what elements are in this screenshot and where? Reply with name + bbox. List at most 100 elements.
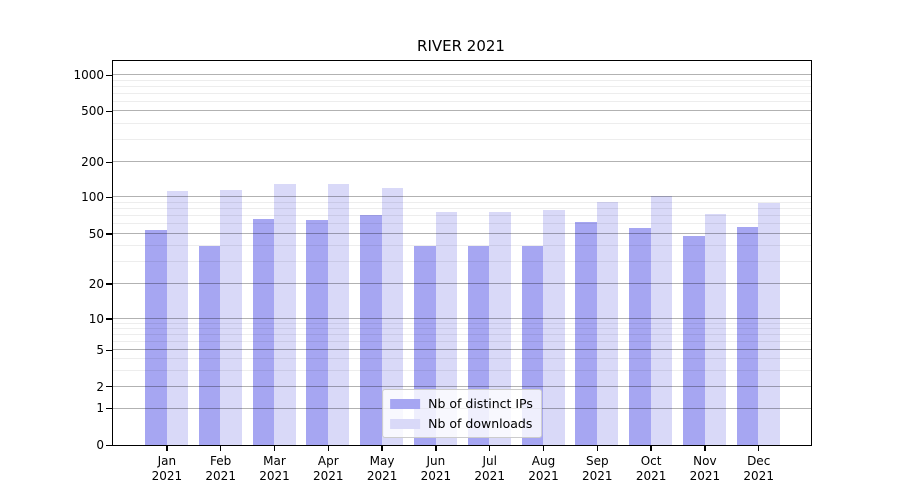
bar-nb-of-downloads-jul-2021 (489, 212, 511, 445)
gridline-minor-40 (113, 245, 811, 247)
x-tick-label-jul-2021: Jul 2021 (474, 454, 505, 483)
x-tick-label-jan-2021: Jan 2021 (151, 454, 183, 483)
bar-nb-of-downloads-may-2021 (381, 187, 404, 445)
x-tick-mark-sep-2021 (596, 446, 598, 451)
x-tick-mark-apr-2021 (327, 446, 329, 451)
x-tick-mark-jun-2021 (435, 446, 437, 451)
gridline-minor-7 (113, 334, 811, 336)
bar-nb-of-downloads-sep-2021 (596, 201, 619, 445)
x-tick-mark-jul-2021 (489, 446, 491, 451)
y-tick-mark-1 (106, 407, 112, 410)
bar-nb-of-distinct-ips-dec-2021 (736, 226, 759, 445)
bar-nb-of-downloads-mar-2021 (274, 183, 296, 445)
x-tick-mark-aug-2021 (542, 446, 545, 451)
gridline-major-200 (113, 161, 811, 163)
x-tick-mark-may-2021 (381, 446, 383, 451)
gridline-major-100 (113, 196, 811, 198)
x-tick-mark-jan-2021 (166, 446, 168, 451)
x-tick-label-oct-2021: Oct 2021 (635, 454, 667, 483)
gridline-major-500 (113, 110, 811, 112)
gridline-minor-80 (113, 208, 811, 210)
gridline-minor-800 (113, 86, 811, 88)
gridline-minor-900 (113, 79, 811, 81)
bar-nb-of-distinct-ips-feb-2021 (198, 245, 221, 445)
y-tick-label-5: 5 (96, 343, 104, 358)
x-tick-mark-nov-2021 (704, 446, 706, 451)
y-tick-label-200: 200 (81, 155, 104, 170)
bar-nb-of-downloads-nov-2021 (704, 214, 726, 445)
gridline-minor-60 (113, 223, 811, 225)
y-tick-mark-5 (106, 349, 112, 351)
legend-label-nb-of-distinct-ips: Nb of distinct IPs (428, 396, 533, 411)
bar-nb-of-distinct-ips-may-2021 (360, 214, 382, 445)
bar-nb-of-distinct-ips-jan-2021 (145, 230, 167, 445)
gridline-major-1000 (113, 74, 811, 76)
gridline-minor-400 (113, 122, 811, 124)
bar-nb-of-distinct-ips-apr-2021 (306, 220, 328, 445)
bar-nb-of-distinct-ips-sep-2021 (575, 222, 597, 445)
y-tick-label-100: 100 (81, 190, 104, 205)
x-tick-mark-mar-2021 (273, 446, 276, 451)
legend: Nb of distinct IPs Nb of downloads (382, 389, 542, 438)
x-tick-label-aug-2021: Aug 2021 (528, 454, 559, 483)
gridline-minor-300 (113, 138, 811, 140)
y-tick-mark-500 (106, 110, 112, 112)
gridline-minor-90 (113, 201, 811, 203)
y-tick-mark-0 (106, 444, 112, 447)
bar-nb-of-downloads-feb-2021 (220, 190, 242, 445)
gridline-major-2 (113, 385, 811, 387)
bar-nb-of-downloads-aug-2021 (543, 209, 565, 445)
legend-swatch-nb-of-distinct-ips (390, 398, 421, 409)
bar-nb-of-distinct-ips-oct-2021 (629, 227, 651, 445)
gridline-minor-70 (113, 215, 811, 217)
legend-row-nb-of-distinct-ips: Nb of distinct IPs (390, 396, 533, 411)
y-tick-label-1: 1 (96, 401, 104, 416)
y-tick-label-1000: 1000 (73, 68, 104, 83)
y-tick-mark-20 (106, 283, 112, 285)
x-tick-mark-feb-2021 (220, 446, 222, 451)
gridline-minor-9 (113, 322, 811, 324)
y-tick-mark-10 (106, 318, 112, 320)
plot-area: Nb of distinct IPs Nb of downloads (112, 60, 812, 446)
chart-title: RIVER 2021 (417, 37, 505, 55)
bar-nb-of-distinct-ips-mar-2021 (252, 218, 275, 445)
x-tick-label-may-2021: May 2021 (366, 454, 398, 483)
y-tick-label-50: 50 (88, 226, 104, 241)
y-tick-label-500: 500 (81, 104, 104, 119)
bar-nb-of-downloads-jan-2021 (166, 190, 188, 445)
gridline-minor-30 (113, 260, 811, 262)
y-tick-mark-100 (106, 196, 112, 198)
x-tick-mark-dec-2021 (758, 446, 760, 451)
bar-nb-of-downloads-jun-2021 (435, 212, 457, 445)
bar-nb-of-distinct-ips-nov-2021 (683, 235, 705, 445)
y-tick-mark-200 (106, 161, 112, 163)
gridline-minor-700 (113, 92, 811, 94)
gridline-minor-4 (113, 358, 811, 360)
x-tick-label-jun-2021: Jun 2021 (420, 454, 452, 483)
gridline-major-50 (113, 233, 811, 234)
y-tick-mark-2 (106, 385, 112, 388)
y-tick-label-0: 0 (96, 438, 104, 453)
gridline-major-10 (113, 317, 811, 319)
legend-row-nb-of-downloads: Nb of downloads (390, 416, 533, 431)
x-tick-label-mar-2021: Mar 2021 (259, 454, 290, 483)
gridline-minor-6 (113, 341, 811, 343)
y-tick-label-20: 20 (88, 276, 104, 291)
gridline-minor-3 (113, 369, 811, 371)
bar-nb-of-downloads-oct-2021 (650, 195, 673, 445)
x-tick-mark-oct-2021 (650, 446, 652, 451)
gridline-major-20 (113, 283, 811, 285)
y-tick-mark-1000 (106, 74, 112, 77)
gridline-major-5 (113, 349, 811, 351)
x-tick-label-dec-2021: Dec 2021 (743, 454, 774, 483)
gridline-minor-600 (113, 100, 811, 102)
y-tick-label-2: 2 (96, 379, 104, 394)
x-tick-label-feb-2021: Feb 2021 (205, 454, 236, 483)
legend-label-nb-of-downloads: Nb of downloads (428, 416, 533, 431)
bar-nb-of-downloads-dec-2021 (758, 203, 780, 445)
bar-nb-of-downloads-apr-2021 (327, 184, 350, 445)
grid-layer (113, 61, 811, 445)
x-tick-label-nov-2021: Nov 2021 (689, 454, 721, 483)
gridline-minor-8 (113, 328, 811, 330)
